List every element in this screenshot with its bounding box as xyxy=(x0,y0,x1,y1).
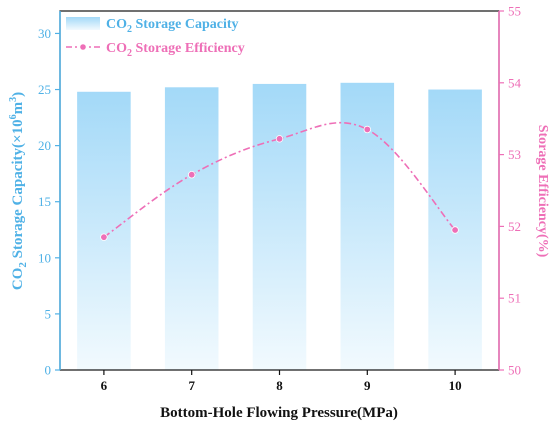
x-tick-label: 9 xyxy=(364,378,371,393)
right-tick-label: 53 xyxy=(508,147,521,162)
bar-series xyxy=(77,82,482,371)
x-axis-title: Bottom-Hole Flowing Pressure(MPa) xyxy=(160,405,398,421)
left-tick-label: 5 xyxy=(45,306,52,321)
left-tick-label: 10 xyxy=(38,250,51,265)
efficiency-point-10 xyxy=(451,226,459,234)
efficiency-line xyxy=(103,121,456,238)
legend-bar-label: CO2 Storage Capacity xyxy=(106,17,239,35)
bar-6 xyxy=(77,91,131,371)
bar-8 xyxy=(252,83,307,370)
x-tick-label: 8 xyxy=(276,378,283,393)
x-tick-label: 7 xyxy=(188,378,195,393)
x-tick-label: 10 xyxy=(449,378,462,393)
left-tick-label: 15 xyxy=(38,194,51,209)
left-axis-title: CO2 Storage Capacity(×106m3) xyxy=(8,92,29,290)
legend-line-marker xyxy=(79,43,87,51)
legend: CO2 Storage Capacity CO2 Storage Efficie… xyxy=(66,17,245,59)
left-tick-label: 25 xyxy=(38,82,51,97)
left-tick-label: 0 xyxy=(45,363,52,378)
efficiency-point-7 xyxy=(187,171,196,179)
line-series xyxy=(100,121,459,241)
right-tick-label: 51 xyxy=(508,291,521,306)
right-tick-label: 54 xyxy=(508,75,522,90)
right-tick-label: 50 xyxy=(508,363,521,378)
left-tick-label: 20 xyxy=(38,138,51,153)
efficiency-point-9 xyxy=(363,125,371,134)
legend-bar-swatch xyxy=(66,17,100,30)
legend-line-label: CO2 Storage Efficiency xyxy=(106,41,245,59)
bar-7 xyxy=(164,87,219,370)
efficiency-point-6 xyxy=(100,233,108,241)
right-axis-title: Storage Efficiency(%) xyxy=(535,125,550,258)
right-tick-label: 52 xyxy=(508,219,521,234)
left-tick-label: 30 xyxy=(38,26,51,41)
efficiency-point-8 xyxy=(275,135,284,143)
right-tick-label: 55 xyxy=(508,4,521,19)
axis-ticks: 0 5 10 15 20 25 30 50 51 52 53 54 55 6 7 8 9 10 xyxy=(38,4,522,394)
x-tick-label: 6 xyxy=(101,378,108,393)
